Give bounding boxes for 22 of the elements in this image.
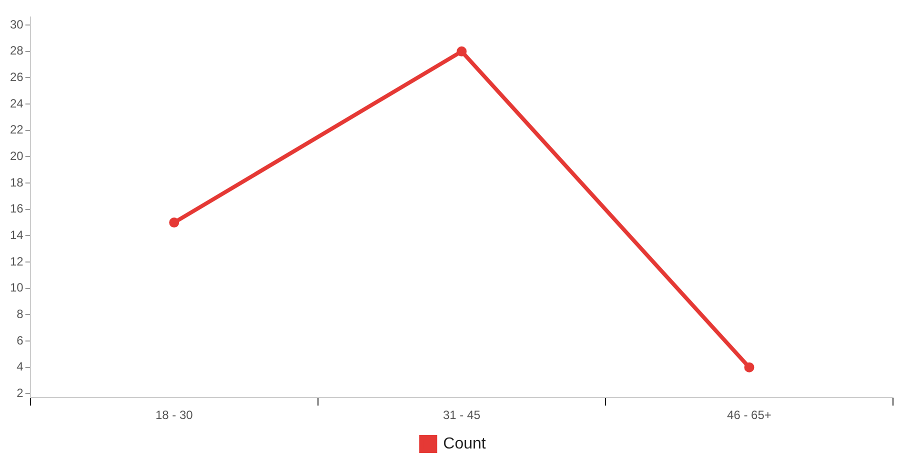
- y-tick-label: 16: [10, 202, 24, 216]
- y-tick-label: 18: [10, 175, 24, 190]
- y-tick-label: 12: [10, 254, 24, 268]
- point: [456, 46, 467, 56]
- point: [744, 362, 754, 372]
- y-tick-label: 4: [16, 360, 24, 374]
- y-tick-label: 8: [16, 306, 24, 321]
- x-tick-label: 46 - 65+: [727, 408, 772, 422]
- x-tick-label: 18 - 30: [155, 408, 194, 422]
- point: [169, 218, 180, 228]
- y-tick-label: 6: [16, 333, 24, 348]
- y-tick-label: 28: [10, 44, 24, 58]
- y-tick-label: 14: [10, 228, 24, 242]
- y-tick-label: 10: [10, 280, 24, 295]
- x-tick-label: 31 - 45: [442, 408, 481, 422]
- y-tick-label: 26: [10, 70, 24, 84]
- y-tick-label: 24: [10, 96, 24, 110]
- y-tick-label: 22: [10, 122, 24, 137]
- y-tick-label: 20: [10, 149, 24, 164]
- y-tick-label: 2: [16, 386, 24, 400]
- legend-label: Count: [443, 435, 486, 452]
- y-tick-label: 30: [10, 17, 24, 32]
